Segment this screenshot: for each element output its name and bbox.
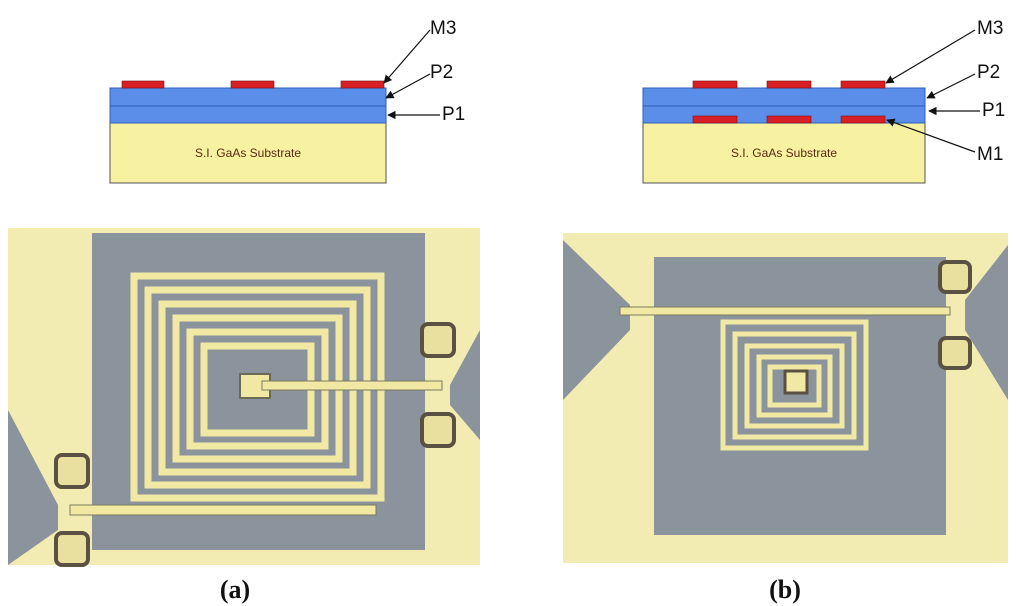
probe-finger-b-right [965, 245, 1008, 400]
cross-section-a: S.I. GaAs Substrate M3 P2 P1 [109, 18, 465, 184]
metal-m3-strip-b2 [766, 80, 812, 89]
probe-finger-b-left [563, 240, 630, 400]
label-p1-a: P1 [442, 104, 465, 125]
metal-m3-strip-a2 [230, 80, 275, 89]
probe-pad-a-3 [420, 322, 456, 358]
feed-line-a [69, 504, 377, 516]
metal-m1-strip-b3 [840, 115, 886, 124]
spiral-inductor-b [720, 319, 869, 451]
arrow-m3-a [383, 29, 431, 84]
micrograph-a [8, 228, 480, 567]
substrate-b [642, 122, 926, 184]
probe-pad-a-2 [54, 531, 90, 567]
label-p2-b: P2 [977, 62, 1000, 83]
metal-m3-strip-a1 [121, 80, 165, 89]
spiral-center-pad-b [783, 369, 809, 395]
caption-b: (b) [769, 575, 801, 604]
arrow-m3-b [885, 29, 976, 84]
label-p2-a: P2 [430, 62, 453, 83]
metal-m3-strip-b1 [692, 80, 738, 89]
caption-a: (a) [220, 575, 250, 604]
probe-pad-a-1 [54, 453, 90, 489]
polyimide-p2-b [642, 87, 926, 107]
probe-pad-a-4 [420, 412, 456, 448]
polyimide-p2-a [109, 87, 387, 107]
substrate-label-a: S.I. GaAs Substrate [195, 146, 301, 160]
arrow-m1-b [886, 118, 976, 153]
probe-pad-b-1 [938, 260, 972, 294]
substrate-a [109, 122, 387, 184]
substrate-label-b: S.I. GaAs Substrate [731, 146, 837, 160]
ground-plane-b [654, 257, 946, 535]
metal-m3-strip-b3 [840, 80, 886, 89]
arrow-p2-b [926, 73, 976, 99]
probe-finger-a-right [450, 330, 480, 440]
cross-section-b: S.I. GaAs Substrate M3 P2 P1 M1 [642, 18, 1005, 184]
micrograph-b [563, 233, 1008, 563]
metal-m1-strip-b1 [692, 115, 738, 124]
feed-line-b [619, 306, 951, 316]
label-p1-b: P1 [982, 100, 1005, 121]
label-m3-b: M3 [977, 18, 1003, 39]
metal-m3-strip-a3 [340, 80, 385, 89]
polyimide-p1-a [109, 105, 387, 124]
arrow-p2-a [385, 73, 431, 99]
probe-pad-b-2 [938, 336, 972, 370]
metal-m1-strip-b2 [766, 115, 812, 124]
label-m1-b: M1 [977, 144, 1003, 165]
probe-finger-a-left [8, 410, 58, 565]
label-m3-a: M3 [430, 18, 456, 39]
bridge-line-a [261, 380, 443, 391]
